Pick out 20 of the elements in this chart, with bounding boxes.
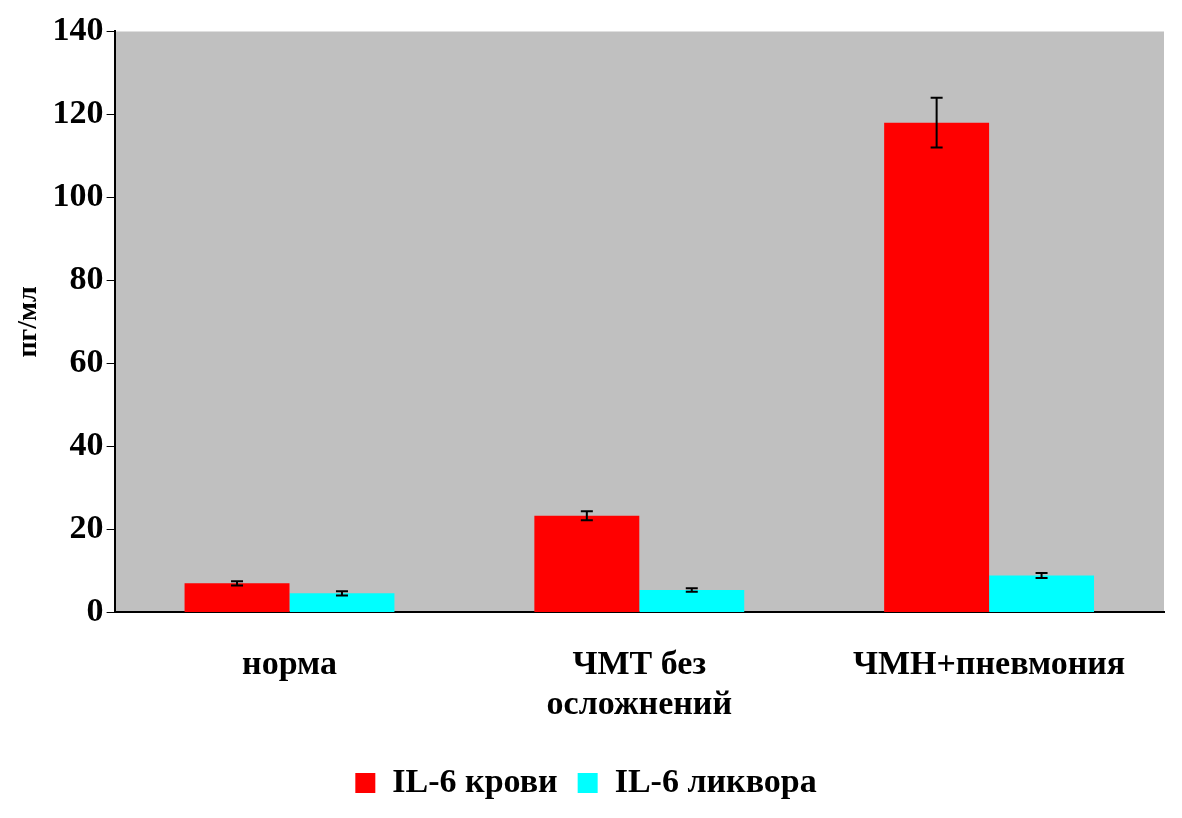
y-tick-label: 120 bbox=[52, 93, 104, 131]
bar bbox=[639, 589, 745, 612]
bar bbox=[989, 575, 1095, 612]
y-tick-label: 20 bbox=[69, 508, 104, 546]
bar bbox=[534, 515, 640, 612]
y-tick-label: 0 bbox=[86, 591, 104, 629]
legend-label: IL-6 крови bbox=[392, 761, 558, 799]
y-tick-label: 60 bbox=[69, 342, 104, 380]
x-tick-label: ЧМН+пневмония bbox=[853, 643, 1126, 681]
x-tick-label: ЧМТ без осложнений bbox=[546, 643, 733, 722]
y-axis-title: пг/мл bbox=[11, 286, 43, 358]
bar bbox=[289, 593, 395, 612]
legend-label: IL-6 ликвора bbox=[614, 761, 817, 799]
y-tick-label: 80 bbox=[69, 259, 104, 297]
y-tick-label: 40 bbox=[69, 425, 104, 463]
bar bbox=[184, 583, 290, 612]
y-tick-label: 100 bbox=[52, 176, 104, 214]
bar bbox=[884, 122, 990, 612]
x-tick-label: норма bbox=[242, 643, 337, 681]
y-tick-label: 140 bbox=[52, 10, 104, 48]
